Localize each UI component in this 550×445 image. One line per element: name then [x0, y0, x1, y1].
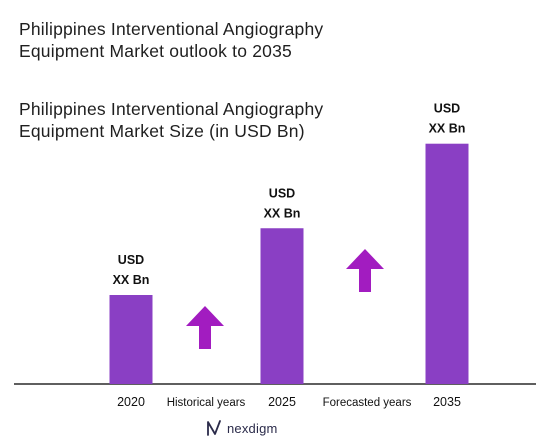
data-label-2025-value: XX Bn [264, 206, 301, 220]
nexdigm-n-logo-icon [207, 420, 221, 436]
x-tick-2025: 2025 [268, 395, 296, 409]
chart-subtitle: Philippines Interventional Angiography E… [19, 99, 324, 141]
data-label-2025-unit: USD [269, 186, 295, 200]
data-label-2035-value: XX Bn [429, 122, 466, 136]
bar-2020 [109, 295, 153, 384]
logo-text: nexdigm [227, 420, 278, 436]
up-arrow-icon [346, 249, 384, 292]
bar-2025 [260, 228, 304, 384]
data-label-2035-unit: USD [434, 102, 460, 116]
historical-years-label: Historical years [167, 397, 246, 409]
data-label-2020-value: XX Bn [113, 273, 150, 287]
x-tick-2020: 2020 [117, 395, 145, 409]
chart-title: Philippines Interventional Angiography E… [19, 19, 324, 61]
up-arrow-icon [186, 306, 224, 349]
data-label-2020-unit: USD [118, 253, 144, 267]
bar-2035 [425, 143, 469, 384]
x-tick-2035: 2035 [433, 395, 461, 409]
forecasted-years-label: Forecasted years [323, 397, 412, 409]
nexdigm-logo: nexdigm [205, 418, 278, 438]
